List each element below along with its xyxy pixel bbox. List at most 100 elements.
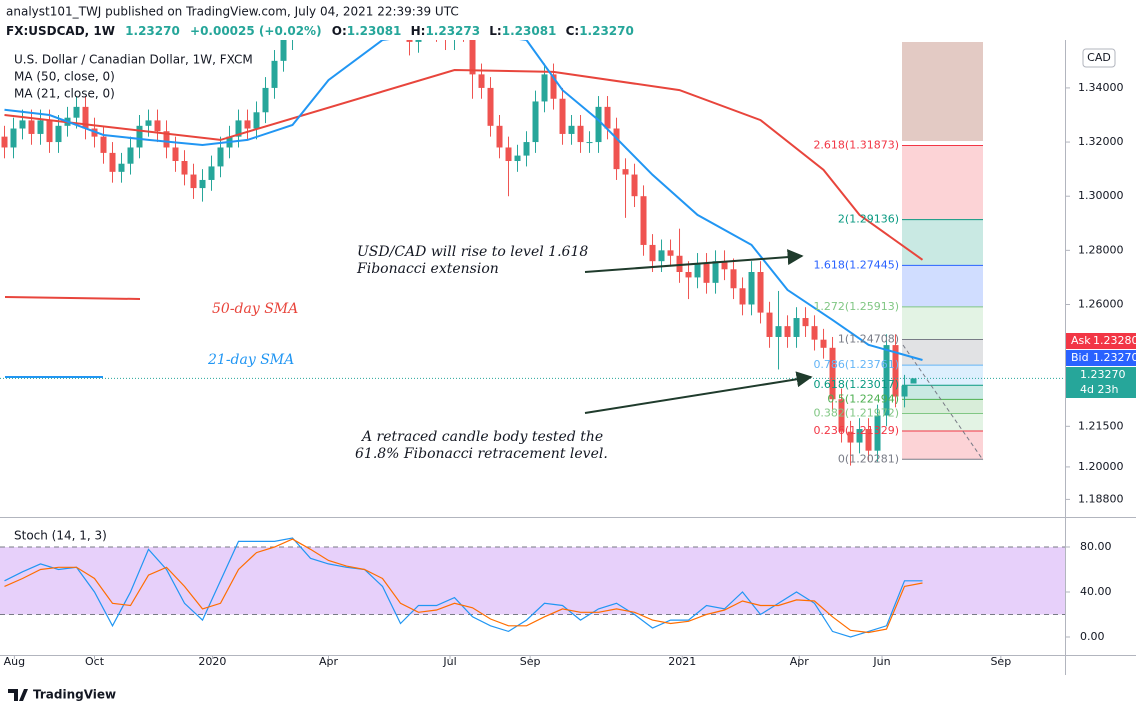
candle-body	[901, 385, 908, 397]
candle-body	[550, 74, 557, 99]
candle-body	[910, 378, 917, 384]
annotation: A retraced candle body tested the	[360, 429, 603, 445]
y-tick-label: 40.00	[1080, 585, 1112, 598]
price-pane	[0, 40, 1065, 466]
annotation: USD/CAD will rise to level 1.618	[357, 244, 588, 260]
candle-body	[604, 106, 611, 129]
bid-tag	[1066, 350, 1136, 366]
legend-ma21: MA (21, close, 0)	[14, 87, 115, 101]
x-tick-label: Apr	[790, 655, 810, 668]
x-tick-label: Jul	[442, 655, 456, 668]
candle-body	[145, 120, 152, 126]
fib-zone	[902, 430, 983, 460]
candle-body	[487, 87, 494, 126]
candle-body	[739, 288, 746, 305]
candle-body	[811, 326, 818, 340]
candle-body	[217, 147, 224, 167]
candle-body	[532, 101, 539, 143]
moving-average	[4, 40, 923, 361]
candle-body	[253, 112, 260, 129]
candle-body	[163, 131, 170, 148]
candle-body	[1, 136, 8, 148]
x-tick-label: Apr	[319, 655, 339, 668]
candle-body	[505, 147, 512, 162]
bid-label: Bid	[1071, 351, 1089, 364]
candle-body	[523, 142, 530, 156]
candle-body	[415, 40, 422, 42]
symbol: FX:USDCAD, 1W	[6, 24, 115, 38]
stoch-band	[0, 547, 1065, 615]
candle-body	[244, 120, 251, 129]
candle-body	[136, 125, 143, 148]
candle-body	[199, 179, 206, 189]
x-tick-label: Sep	[990, 655, 1011, 668]
last-tag	[1066, 367, 1136, 398]
candle-body	[262, 87, 269, 113]
x-tick-label: Jun	[872, 655, 890, 668]
candle-body	[235, 120, 242, 137]
fib-label: 1.272(1.25913)	[813, 300, 899, 313]
ask-tag	[1066, 333, 1136, 349]
bid-price: 1.23270	[1093, 351, 1136, 364]
candle-body	[667, 250, 674, 256]
fib-label: 2.618(1.31873)	[813, 138, 899, 151]
ask-label: Ask	[1071, 334, 1091, 347]
candle-body	[73, 106, 80, 118]
y-tick-label: 1.32000	[1078, 135, 1124, 148]
fib-zone	[902, 306, 983, 340]
unit-box	[1082, 48, 1116, 68]
candle-body	[82, 106, 89, 129]
y-tick-label: 1.26000	[1078, 297, 1124, 310]
candle-body	[721, 261, 728, 270]
candle-body	[271, 60, 278, 88]
candle-body	[127, 147, 134, 164]
change: +0.00025 (+0.02%)	[190, 24, 322, 38]
fib-zone	[902, 365, 983, 386]
candle-body	[775, 326, 782, 337]
candle-body	[190, 174, 197, 189]
candle-body	[703, 263, 710, 283]
candle-body	[118, 163, 125, 172]
ohlc-o-key: O:	[332, 24, 347, 38]
ohlc-o: 1.23081	[347, 24, 402, 38]
arrow	[584, 371, 813, 414]
fib-label: 2(1.29136)	[838, 213, 899, 226]
fib-zone	[902, 413, 983, 431]
stoch-line	[4, 538, 923, 634]
candle-body	[208, 166, 215, 180]
ohlc-c-key: C:	[566, 24, 580, 38]
candle-body	[37, 120, 44, 134]
candle-body	[874, 415, 881, 451]
y-tick-label: 1.18800	[1078, 492, 1124, 505]
candle-body	[865, 429, 872, 451]
publish-line: analyst101_TWJ published on TradingView.…	[6, 5, 459, 19]
fib-zone	[902, 265, 983, 307]
candle-body	[172, 147, 179, 162]
candle-body	[181, 161, 188, 175]
candle-body	[10, 128, 17, 148]
x-tick-label: 2020	[198, 655, 226, 668]
last-price: 1.23270	[125, 24, 180, 38]
candle-body	[649, 244, 656, 262]
candle-body	[712, 261, 719, 283]
candle-body	[613, 128, 620, 170]
candle-body	[46, 120, 53, 143]
fib-zone	[902, 219, 983, 266]
y-tick-label: 1.30000	[1078, 189, 1124, 202]
annotation: 61.8% Fibonacci retracement level.	[355, 446, 608, 462]
candle-body	[28, 120, 35, 134]
y-tick-label: 0.00	[1080, 630, 1105, 643]
candle-body	[541, 74, 548, 102]
candle-body	[154, 120, 161, 132]
x-tick-label: Aug	[4, 655, 25, 668]
candle-body	[406, 40, 413, 42]
x-tick-label: Oct	[85, 655, 105, 668]
fib-label: 0(1.20281)	[838, 452, 899, 465]
candle-body	[469, 40, 476, 75]
countdown: 4d 23h	[1080, 383, 1118, 396]
last-price-tag: 1.23270	[1080, 368, 1126, 381]
x-tick-label: Sep	[520, 655, 541, 668]
ohlc-c: 1.23270	[579, 24, 634, 38]
fib-label: 1.618(1.27445)	[813, 258, 899, 271]
